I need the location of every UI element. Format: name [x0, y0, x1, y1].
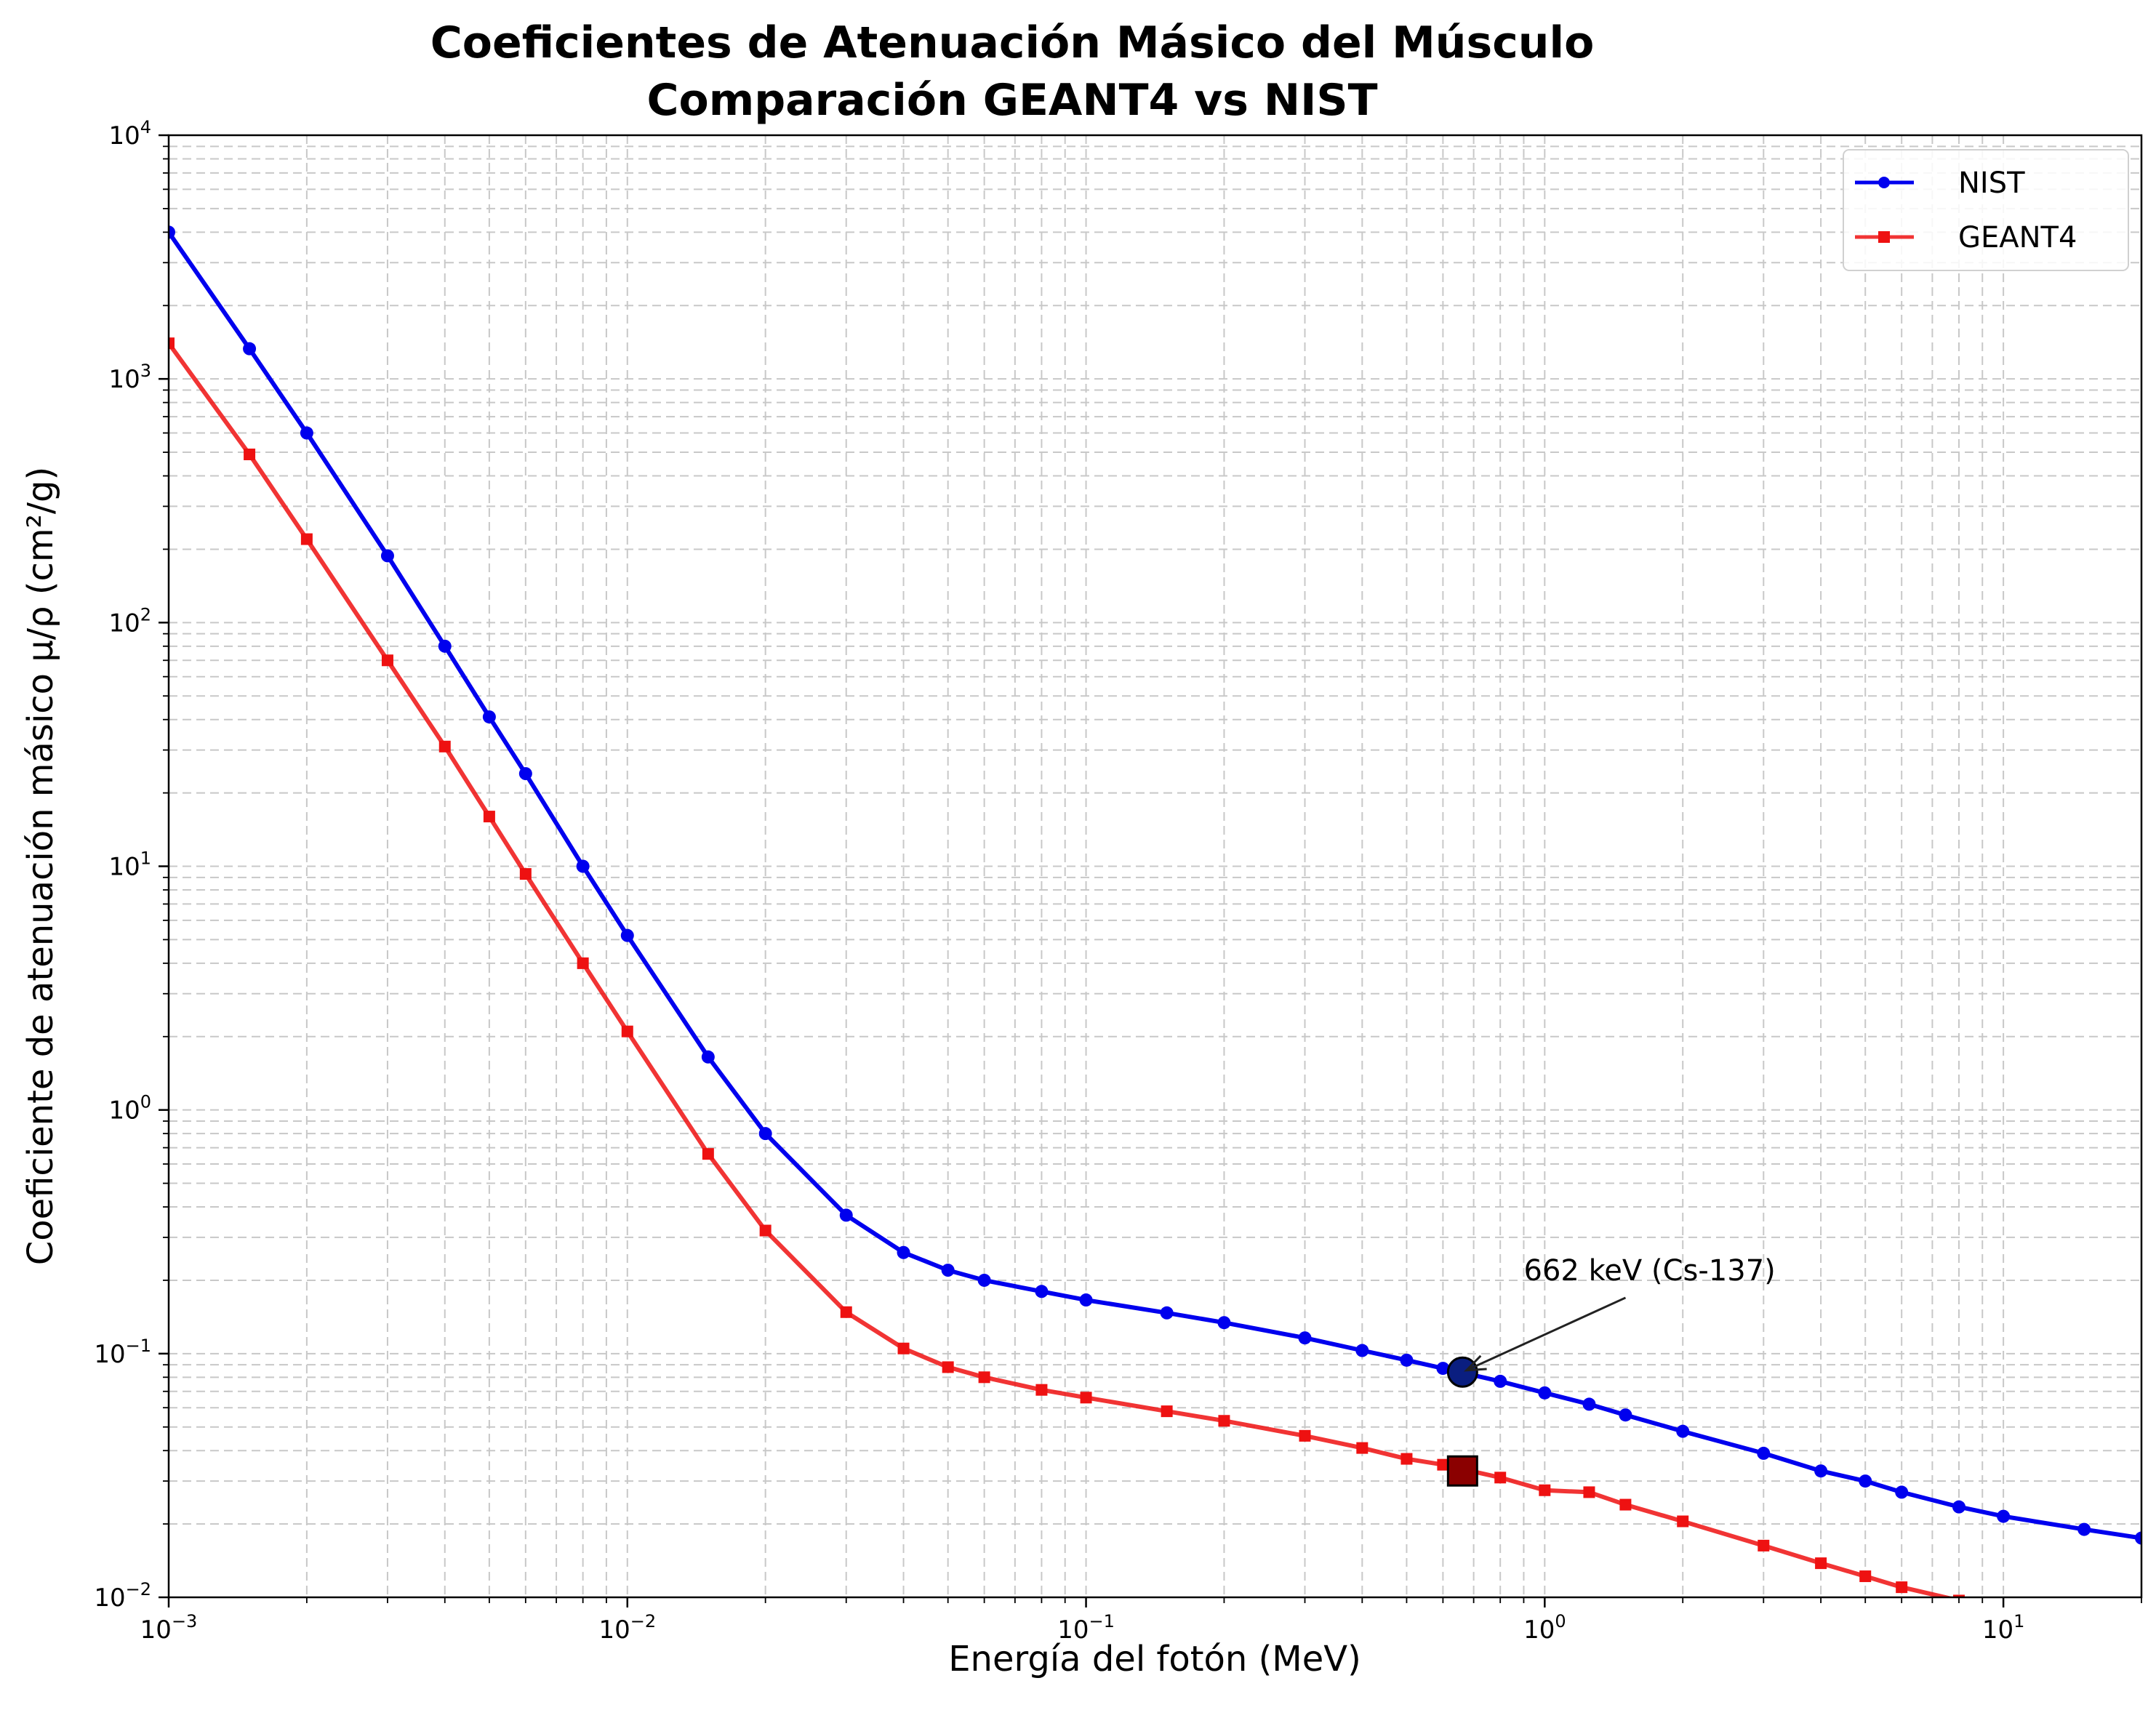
data-point — [1035, 1384, 1048, 1396]
data-point — [978, 1371, 990, 1384]
x-tick-label: 100 — [1523, 1611, 1566, 1645]
data-point — [1582, 1397, 1596, 1411]
data-point — [1952, 1594, 1965, 1597]
data-point — [1583, 1486, 1595, 1498]
data-point — [1676, 1424, 1690, 1438]
data-point — [1815, 1557, 1827, 1570]
data-point — [244, 449, 256, 461]
data-point — [759, 1224, 772, 1237]
data-point — [897, 1245, 910, 1259]
data-point — [1758, 1539, 1770, 1552]
data-point — [1895, 1485, 1909, 1499]
data-point — [977, 1273, 991, 1287]
highlight-points — [1446, 1356, 1478, 1487]
data-point — [897, 1342, 910, 1354]
data-point — [621, 1025, 633, 1037]
data-point — [1080, 1392, 1092, 1404]
data-point — [702, 1148, 714, 1160]
data-point — [576, 859, 590, 873]
data-point — [942, 1361, 954, 1373]
legend-label-geant4: GEANT4 — [1958, 221, 2077, 254]
data-point — [1160, 1306, 1174, 1320]
data-point — [300, 426, 313, 440]
data-point — [1218, 1415, 1230, 1427]
data-point — [577, 957, 589, 969]
data-point — [1400, 1453, 1413, 1465]
data-point — [1997, 1509, 2011, 1523]
legend-label-nist: NIST — [1958, 166, 2025, 200]
data-point — [620, 928, 634, 942]
data-point — [243, 342, 257, 356]
highlight-marker-nist — [1446, 1356, 1478, 1388]
data-point — [1079, 1293, 1093, 1307]
data-point — [438, 639, 452, 653]
data-point — [1539, 1484, 1551, 1496]
data-point — [1619, 1498, 1632, 1511]
annotation-arrow-line — [1466, 1296, 1627, 1372]
data-point — [2077, 1522, 2091, 1536]
series-line — [169, 230, 2141, 1541]
series-nist — [169, 225, 2141, 1545]
data-point — [381, 654, 393, 667]
data-point — [2135, 1531, 2141, 1545]
legend-marker-geant4 — [1878, 231, 1890, 243]
data-point — [169, 337, 175, 350]
data-point — [1161, 1405, 1173, 1418]
data-point — [169, 225, 175, 239]
chart-title-line2: Comparación GEANT4 vs NIST — [646, 75, 1377, 126]
data-point — [1952, 1500, 1965, 1514]
data-point — [1437, 1458, 1449, 1471]
y-tick-label: 10−1 — [94, 1336, 151, 1369]
data-point — [1757, 1446, 1771, 1460]
data-point — [1494, 1472, 1507, 1484]
data-point — [758, 1127, 772, 1141]
data-point — [701, 1050, 715, 1064]
chart-title-line1: Coeficientes de Atenuación Másico del Mú… — [430, 17, 1595, 68]
data-point — [1859, 1474, 1872, 1488]
legend: NIST GEANT4 — [1843, 149, 2129, 271]
data-point — [1035, 1285, 1049, 1298]
data-point — [300, 533, 313, 545]
data-point — [1538, 1386, 1552, 1400]
data-point — [941, 1264, 955, 1277]
data-point — [1355, 1344, 1369, 1357]
plot-frame — [167, 134, 2143, 1599]
data-point — [1814, 1464, 1828, 1478]
data-point — [1356, 1442, 1368, 1454]
data-point — [1677, 1515, 1689, 1528]
data-point — [1298, 1331, 1312, 1345]
legend-marker-nist — [1878, 177, 1890, 188]
data-point — [483, 811, 495, 823]
annotation-text: 662 keV (Cs-137) — [1524, 1254, 1776, 1288]
data-point — [1299, 1429, 1311, 1442]
data-point — [1400, 1353, 1414, 1367]
annotation: 662 keV (Cs-137) — [1446, 1254, 1776, 1487]
series-geant4 — [169, 337, 1965, 1597]
data-point — [518, 767, 532, 781]
legend-box — [1843, 149, 2129, 271]
data-point — [482, 710, 496, 724]
annotation-arrow-head — [1463, 1354, 1487, 1372]
data-point — [438, 740, 451, 752]
highlight-marker-geant4 — [1446, 1455, 1478, 1487]
x-axis-label: Energía del fotón (MeV) — [948, 1639, 1361, 1679]
y-tick-label: 102 — [108, 604, 151, 638]
data-point — [840, 1306, 852, 1318]
data-point — [519, 868, 532, 880]
plot-series — [169, 225, 2141, 1597]
data-point — [1217, 1316, 1231, 1330]
data-point — [1436, 1362, 1450, 1376]
data-point — [1859, 1570, 1872, 1583]
data-point — [380, 549, 394, 563]
data-point — [1619, 1408, 1632, 1422]
data-point — [1896, 1581, 1908, 1594]
data-point — [839, 1208, 853, 1222]
y-axis-label: Coeficiente de atenuación másico μ/ρ (cm… — [20, 467, 61, 1265]
data-point — [1494, 1374, 1507, 1388]
